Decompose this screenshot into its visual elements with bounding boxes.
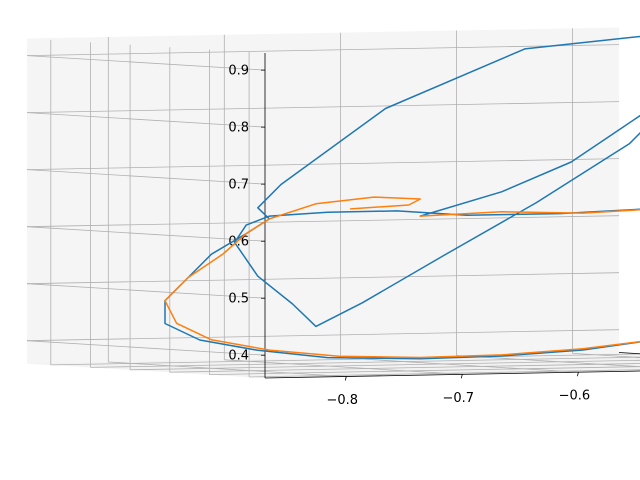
tick-labels: −0.8−0.7−0.6−0.5−0.40.700.650.600.550.50… [228, 64, 591, 408]
grid-line-x [340, 357, 579, 373]
z-tick-label: 0.9 [228, 64, 249, 79]
x-tick-mark [577, 372, 579, 377]
z-tick-label: 0.8 [228, 121, 249, 136]
grid-line-y [130, 359, 640, 371]
x-tick-label: −0.8 [327, 393, 359, 408]
grid-line-z [26, 272, 620, 285]
grid-line-z [26, 340, 266, 356]
grid-line-y [249, 369, 640, 378]
z-tick-label: 0.4 [228, 349, 249, 364]
grid-line-x [456, 355, 640, 368]
grid-line-z [26, 215, 620, 228]
grid-line-y [209, 366, 640, 375]
grid-line-y [169, 363, 640, 373]
grid-line-y [50, 353, 640, 366]
x-tick-mark [344, 376, 347, 381]
x-tick-label: −0.6 [559, 389, 591, 404]
grid-line-z [26, 158, 620, 170]
z-tick-label: 0.5 [228, 292, 249, 307]
x-axis-line [264, 370, 640, 379]
x-tick-label: −0.7 [443, 391, 475, 406]
back-pane [27, 27, 619, 364]
x-tick-mark [460, 374, 463, 379]
grid-line-z [26, 101, 620, 113]
grid-line-z [26, 283, 266, 299]
grid-line-z [26, 329, 620, 342]
grid-line-z [26, 226, 266, 242]
grid-line-z [26, 55, 266, 71]
series-2-line [164, 196, 640, 359]
grid-lines [26, 28, 640, 378]
grid-line-y [90, 356, 640, 368]
z-tick-label: 0.7 [228, 178, 249, 193]
data-series [164, 35, 640, 360]
axis-panes [27, 27, 640, 378]
grid-line-z [26, 112, 266, 128]
grid-line-z [26, 169, 266, 185]
grid-line-x [108, 361, 347, 377]
grid-line-z [26, 44, 620, 56]
grid-line-x [224, 359, 463, 375]
z-tick-label: 0.6 [228, 235, 249, 250]
grid-line-x [572, 353, 640, 358]
